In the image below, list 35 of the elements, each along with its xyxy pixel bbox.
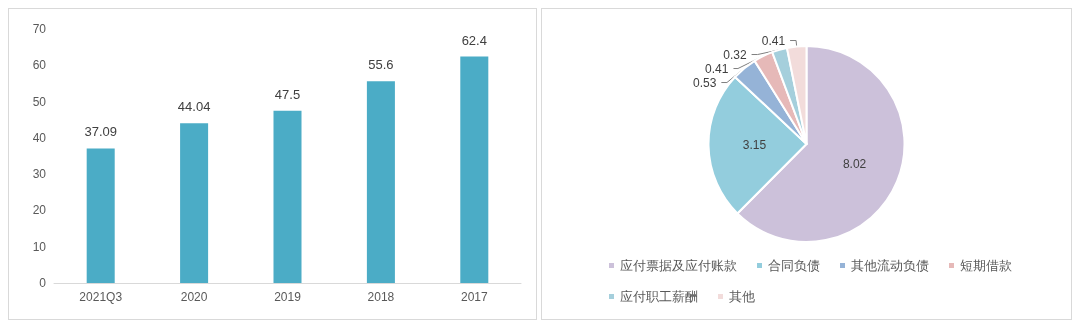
- legend-label: 其他: [729, 289, 755, 304]
- legend-label: 合同负债: [768, 258, 820, 273]
- data-label: 62.4: [461, 32, 487, 48]
- x-tick-label: 2019: [274, 290, 302, 304]
- data-label: 55.6: [368, 57, 394, 73]
- y-tick-label: 40: [32, 130, 47, 145]
- y-tick-label: 0: [39, 276, 47, 290]
- data-label: 0.53: [692, 75, 717, 90]
- x-tick-label: 2021Q3: [79, 290, 123, 304]
- legend-label: 其他流动负债: [851, 258, 929, 273]
- y-tick-label: 10: [32, 239, 47, 254]
- y-tick-label: 70: [32, 22, 47, 36]
- legend-label: 应付职工薪酬: [620, 289, 698, 304]
- legend-label: 应付票据及应付账款: [620, 258, 737, 273]
- y-tick-label: 50: [32, 94, 47, 109]
- data-label: 8.02: [842, 156, 867, 171]
- x-tick-label: 2017: [460, 290, 488, 304]
- data-label: 47.5: [274, 86, 301, 102]
- bar: [86, 148, 115, 283]
- bar: [460, 56, 489, 283]
- y-tick-label: 20: [32, 203, 47, 218]
- y-tick-label: 60: [32, 58, 47, 73]
- x-tick-label: 2020: [180, 290, 208, 304]
- bar: [366, 81, 395, 283]
- y-tick-label: 30: [32, 167, 47, 182]
- bar: [273, 110, 302, 283]
- data-label: 0.41: [761, 33, 786, 48]
- bar: [180, 123, 209, 283]
- data-label: 3.15: [742, 137, 767, 152]
- data-label: 0.41: [705, 61, 729, 76]
- x-tick-label: 2018: [367, 290, 395, 304]
- data-label: 44.04: [177, 99, 211, 115]
- legend-label: 短期借款: [960, 258, 1012, 273]
- data-label: 37.09: [84, 124, 117, 140]
- data-label: 0.32: [723, 47, 747, 62]
